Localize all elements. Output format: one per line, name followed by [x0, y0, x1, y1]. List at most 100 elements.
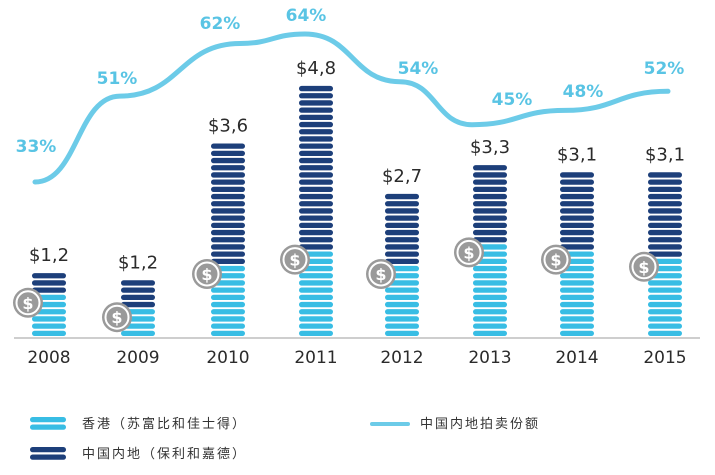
bar-hk-stripe: [560, 301, 594, 308]
bar-value-label: $3,1: [645, 144, 685, 165]
bar-mainland-stripe: [211, 237, 245, 243]
bar-mainland-stripe: [648, 186, 682, 192]
bar-mainland-stripe: [473, 222, 507, 228]
bar-hk-stripe: [473, 323, 507, 329]
dollar-coin-icon: $: [192, 259, 222, 289]
bar-mainland-stripe: [211, 244, 245, 250]
bar-mainland-stripe: [299, 114, 333, 120]
legend-label-mainland: 中国内地（保利和嘉德）: [82, 446, 247, 462]
bar-hk-stripe: [385, 301, 419, 308]
bar-mainland-stripe: [299, 150, 333, 156]
x-tick-label: 2014: [555, 348, 598, 368]
bar-mainland-stripe: [648, 229, 682, 236]
bar-hk-stripe: [211, 309, 245, 315]
legend-swatch-hk: [30, 417, 66, 430]
bar-mainland-stripe: [473, 186, 507, 192]
bar-2013: [473, 165, 507, 336]
bar-mainland-stripe: [211, 143, 245, 149]
bar-hk-stripe: [211, 287, 245, 293]
bar-mainland-stripe: [473, 165, 507, 171]
bar-mainland-stripe: [648, 193, 682, 200]
bar-mainland-stripe: [648, 215, 682, 221]
bar-hk-stripe: [473, 316, 507, 322]
bar-hk-stripe: [648, 309, 682, 315]
bar-hk-stripe: [211, 294, 245, 300]
bar-mainland-stripe: [560, 179, 594, 185]
dollar-coin-icon: $: [280, 244, 310, 275]
bar-2011: [299, 85, 333, 336]
share-line: [32, 31, 671, 185]
bar-mainland-stripe: [473, 208, 507, 214]
bar-value-label: $1,2: [118, 252, 158, 273]
bar-mainland-stripe: [211, 251, 245, 257]
bar-mainland-stripe: [473, 215, 507, 221]
bar-hk-stripe: [473, 294, 507, 300]
x-tick-label: 2015: [643, 348, 686, 368]
x-tick-label: 2009: [116, 348, 159, 368]
bar-hk-stripe: [211, 323, 245, 329]
svg-text:$: $: [289, 251, 300, 270]
bar-mainland-stripe: [648, 201, 682, 207]
svg-text:$: $: [22, 294, 33, 313]
bar-mainland-stripe: [385, 258, 419, 264]
bar-hk-stripe: [560, 280, 594, 286]
bar-hk-stripe: [385, 309, 419, 315]
bar-mainland-stripe: [299, 107, 333, 113]
bar-value-label: $4,8: [296, 58, 336, 79]
bar-mainland-stripe: [121, 287, 155, 293]
legend-label-line: 中国内地拍卖份额: [420, 416, 540, 432]
bar-mainland-stripe: [299, 201, 333, 207]
bar-hk-stripe: [299, 301, 333, 308]
bar-mainland-stripe: [211, 150, 245, 156]
bar-hk-stripe: [299, 316, 333, 322]
bar-hk-stripe: [473, 287, 507, 293]
bar-hk-stripe: [648, 287, 682, 293]
x-tick-label: 2013: [468, 348, 511, 368]
bar-hk-stripe: [473, 330, 507, 336]
bar-mainland-stripe: [211, 208, 245, 214]
bars-layer: [32, 85, 682, 336]
bar-hk-stripe: [648, 330, 682, 336]
bar-mainland-stripe: [648, 179, 682, 185]
legend-stripe: [30, 417, 66, 423]
bar-mainland-stripe: [560, 222, 594, 228]
bar-mainland-stripe: [385, 251, 419, 257]
bar-mainland-stripe: [211, 165, 245, 171]
ticks-layer: 2008 2009 2010 2011 2012 2013 2014 2015: [27, 348, 686, 368]
legend-stripe: [30, 447, 66, 453]
dollar-coin-icon: $: [13, 287, 43, 318]
bar-hk-stripe: [648, 316, 682, 322]
dollar-coin-icon: $: [454, 237, 484, 268]
bar-mainland-stripe: [385, 229, 419, 236]
bar-mainland-stripe: [473, 237, 507, 243]
bar-mainland-stripe: [32, 273, 66, 279]
bar-mainland-stripe: [211, 172, 245, 178]
bar-mainland-stripe: [211, 229, 245, 236]
bar-mainland-stripe: [299, 237, 333, 243]
bar-mainland-stripe: [299, 129, 333, 135]
bar-mainland-stripe: [211, 157, 245, 164]
bar-mainland-stripe: [32, 280, 66, 286]
bar-hk-stripe: [473, 309, 507, 315]
bar-mainland-stripe: [121, 301, 155, 308]
svg-text:$: $: [111, 308, 122, 327]
bar-value-label: $3,1: [557, 144, 597, 165]
bar-hk-stripe: [385, 323, 419, 329]
bar-mainland-stripe: [385, 208, 419, 214]
bar-mainland-stripe: [121, 294, 155, 300]
bar-mainland-stripe: [648, 251, 682, 257]
bar-2015: [648, 172, 682, 336]
legend-swatch-mainland: [30, 447, 66, 460]
svg-text:$: $: [638, 258, 649, 277]
bar-mainland-stripe: [211, 179, 245, 185]
legend-item-hk: 香港（苏富比和佳士得）: [30, 416, 245, 432]
bar-hk-stripe: [560, 323, 594, 329]
svg-text:$: $: [550, 251, 561, 270]
bar-mainland-stripe: [299, 143, 333, 149]
bar-mainland-stripe: [385, 201, 419, 207]
x-tick-label: 2008: [27, 348, 70, 368]
bar-hk-stripe: [560, 309, 594, 315]
bar-hk-stripe: [648, 280, 682, 286]
